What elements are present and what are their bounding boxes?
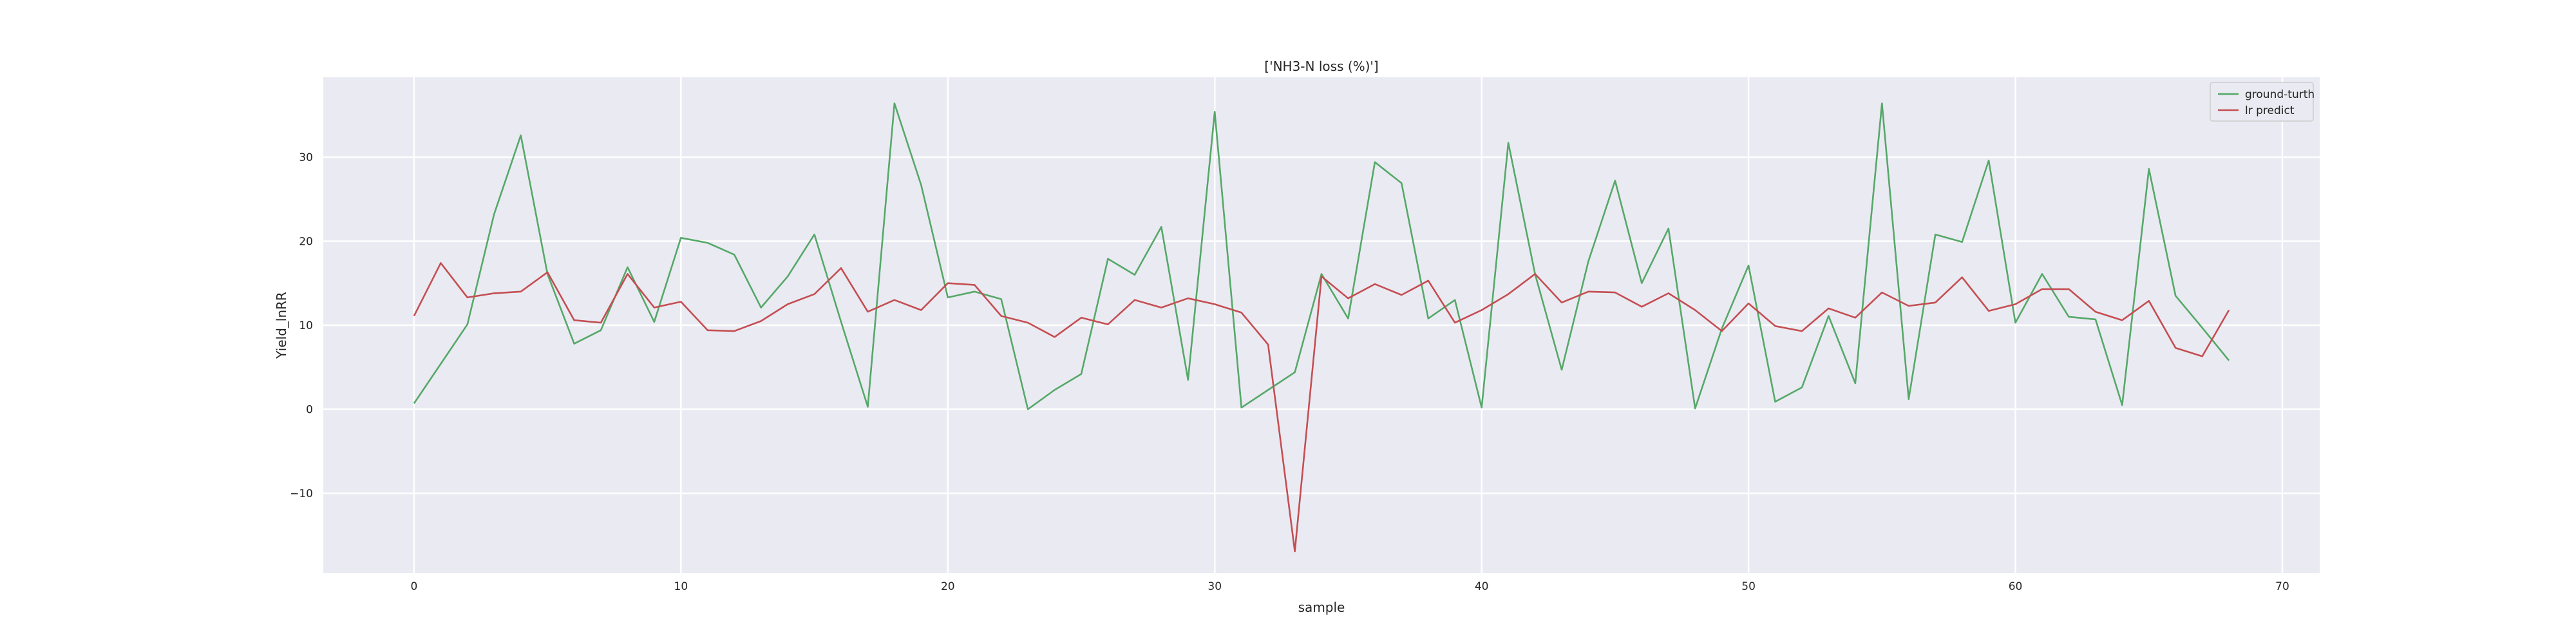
x-tick-label: 50 [1741,580,1756,593]
y-tick-label: 10 [299,319,313,332]
tick-labels: 0 10 20 30 40 50 60 70 −10 0 10 20 30 [290,151,2289,593]
x-axis-label: sample [1298,600,1345,615]
y-tick-label: 0 [306,404,313,417]
x-tick-label: 0 [410,580,417,593]
y-axis-label: Yield_lnRR [274,292,289,359]
legend-box [2210,82,2314,122]
legend: ground-turth lr predict [2210,82,2315,122]
series-layer [413,102,2230,553]
x-tick-label: 30 [1208,580,1222,593]
series-line-ground-truth [413,102,2230,410]
y-tick-label: 20 [299,235,313,248]
legend-label-lr-predict: lr predict [2245,104,2295,117]
chart-title: ['NH3-N loss (%)'] [1264,59,1378,74]
grid [323,77,2320,573]
x-tick-label: 70 [2275,580,2289,593]
series-line-lr-predict [413,262,2230,553]
x-tick-label: 60 [2009,580,2023,593]
legend-label-ground-truth: ground-turth [2245,88,2315,101]
y-tick-label: −10 [290,488,313,500]
y-tick-label: 30 [299,151,313,164]
x-tick-label: 40 [1475,580,1489,593]
x-tick-label: 10 [674,580,688,593]
x-tick-label: 20 [941,580,955,593]
